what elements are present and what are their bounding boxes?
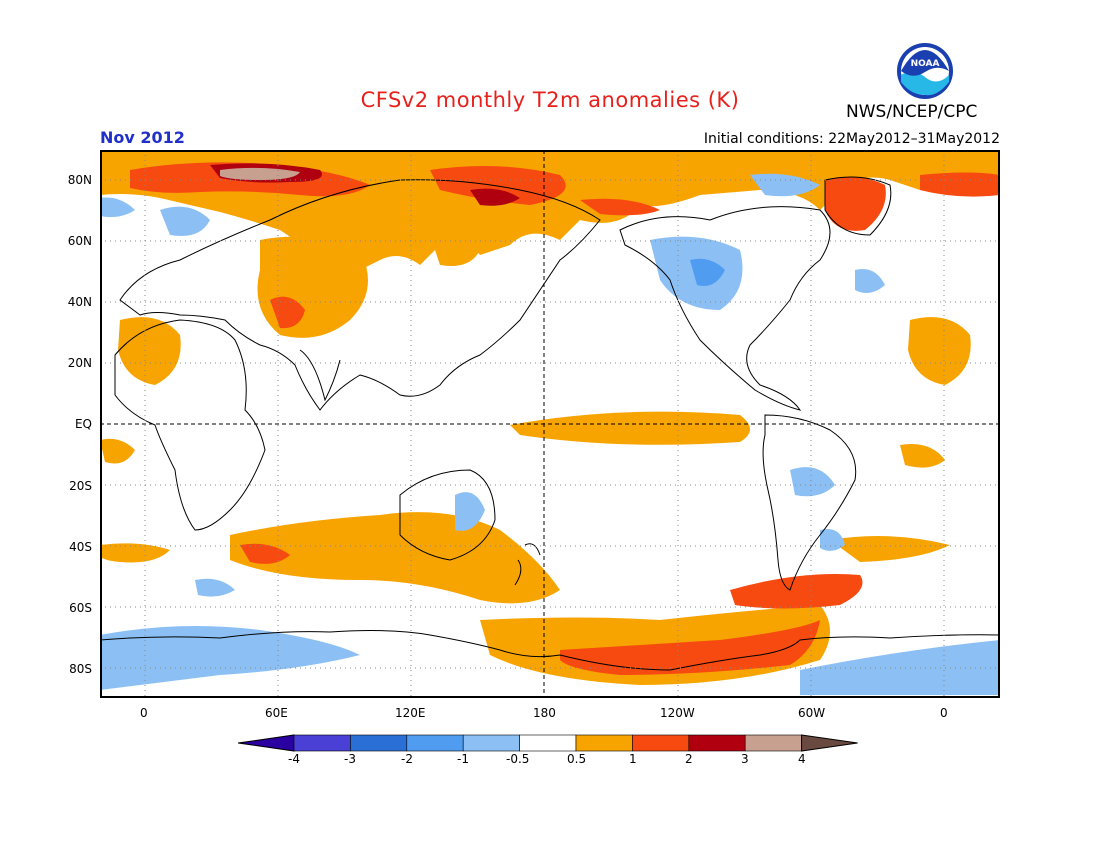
colorbar-cell — [462, 734, 520, 752]
lon-label: 120E — [395, 706, 426, 720]
lat-label: 60S — [69, 601, 92, 615]
anomaly-map — [100, 150, 1000, 698]
colorbar-cell — [632, 734, 690, 752]
colorbar-cell — [350, 734, 408, 752]
initial-conditions: Initial conditions: 22May2012–31May2012 — [703, 131, 1000, 147]
legend-label: -2 — [401, 752, 413, 766]
legend-label: -0.5 — [506, 752, 530, 766]
colorbar — [238, 734, 858, 752]
legend-label: 1 — [629, 752, 637, 766]
colorbar-cell — [575, 734, 633, 752]
agency-label: NWS/NCEP/CPC — [846, 102, 978, 122]
legend-label: -1 — [457, 752, 469, 766]
lon-label: 60E — [265, 706, 288, 720]
colorbar-cell — [238, 734, 295, 752]
anomaly-fields — [100, 150, 1000, 695]
lat-label: 20S — [69, 479, 92, 493]
lon-label: 120W — [660, 706, 695, 720]
lon-label: 60W — [798, 706, 826, 720]
colorbar-cell — [801, 734, 858, 752]
noaa-logo: NOAA — [897, 43, 953, 99]
legend-label: -4 — [288, 752, 300, 766]
legend-label: -3 — [344, 752, 356, 766]
colorbar-cell — [688, 734, 746, 752]
lon-label: 0 — [940, 706, 948, 720]
lon-label: 180 — [533, 706, 556, 720]
map-frame — [100, 150, 1000, 698]
lat-label: EQ — [74, 417, 92, 431]
lat-label: 60N — [67, 234, 92, 248]
lon-label: 0 — [140, 706, 148, 720]
map-grid — [100, 150, 1000, 698]
lat-label: 80S — [69, 662, 92, 676]
colorbar-cell — [744, 734, 802, 752]
legend-label: 2 — [685, 752, 693, 766]
lat-label: 40N — [67, 295, 92, 309]
legend-label: 4 — [798, 752, 806, 766]
lat-label: 40S — [69, 540, 92, 554]
colorbar-cell — [293, 734, 351, 752]
lat-label: 20N — [67, 356, 92, 370]
legend-label: 0.5 — [567, 752, 587, 766]
colorbar-cell — [519, 734, 577, 752]
forecast-month: Nov 2012 — [100, 128, 185, 147]
colorbar-cell — [406, 734, 464, 752]
legend-label: 3 — [741, 752, 749, 766]
lat-label: 80N — [67, 173, 92, 187]
coastlines — [100, 176, 1000, 671]
chart-title: CFSv2 monthly T2m anomalies (K) — [360, 88, 740, 112]
noaa-logo-text: NOAA — [911, 59, 940, 69]
